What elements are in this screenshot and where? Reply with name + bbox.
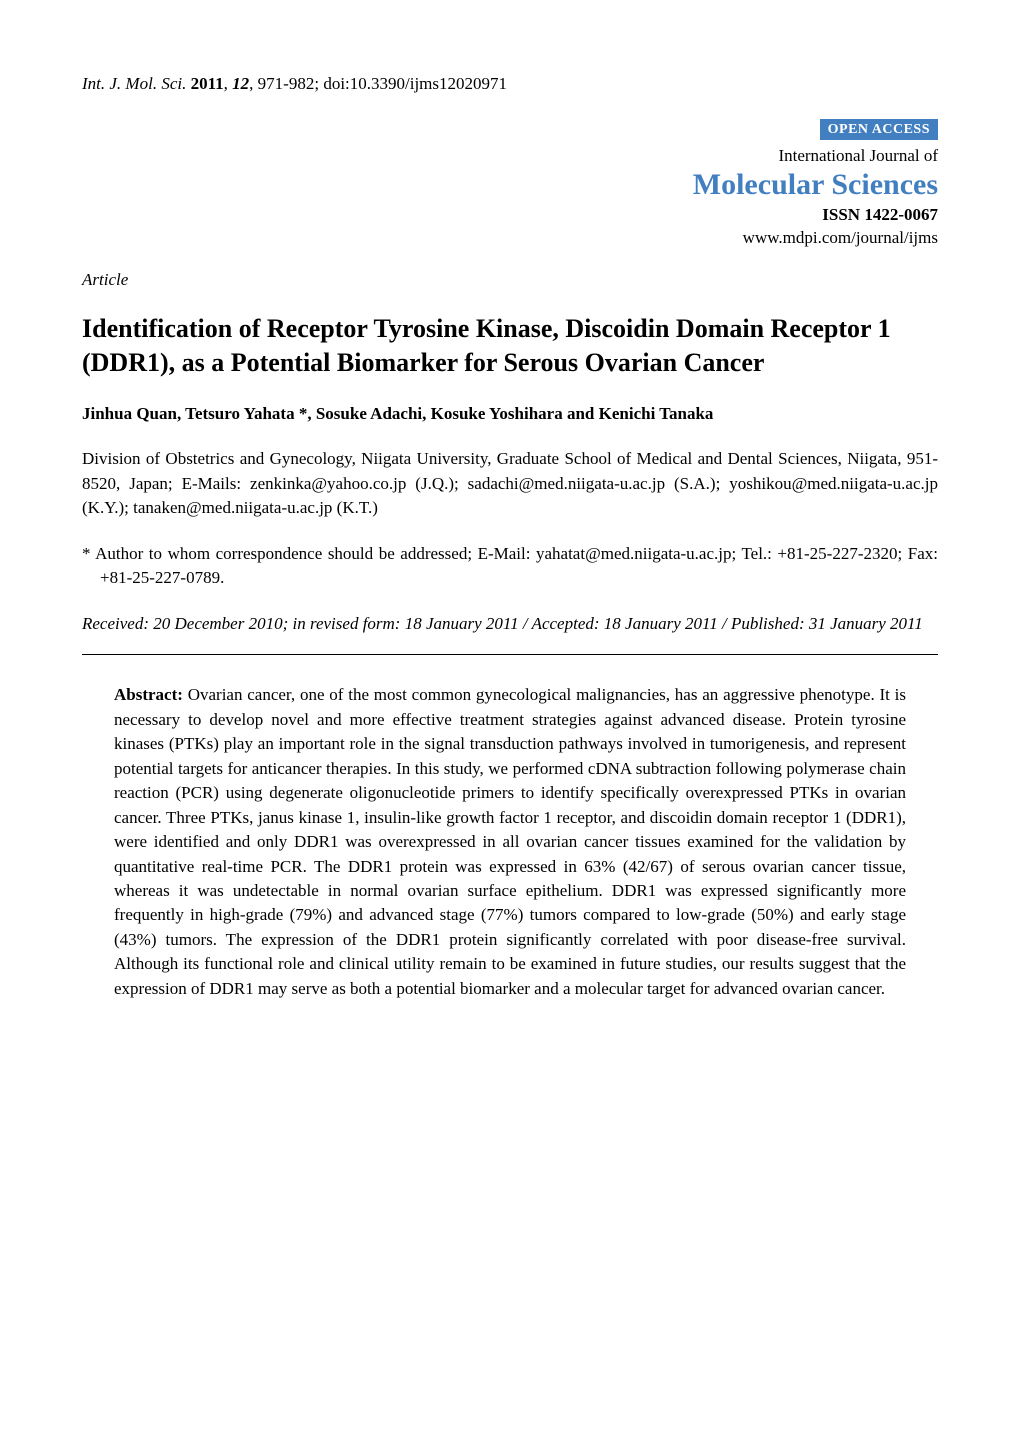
dates: Received: 20 December 2010; in revised f… [82,612,938,636]
correspondence: * Author to whom correspondence should b… [82,542,938,590]
abstract-block: Abstract: Ovarian cancer, one of the mos… [82,683,938,1001]
open-access-block: OPEN ACCESS [82,118,938,141]
journal-abbrev: Int. J. Mol. Sci. [82,74,186,93]
sep-comma: , [224,74,233,93]
open-access-badge: OPEN ACCESS [820,119,938,141]
journal-intl: International Journal of [82,144,938,168]
journal-name: Molecular Sciences [82,168,938,203]
journal-block: International Journal of Molecular Scien… [82,144,938,250]
abstract-label: Abstract: [114,685,183,704]
doi-value: 10.3390/ijms12020971 [350,74,507,93]
pages: 971-982 [258,74,315,93]
journal-url: www.mdpi.com/journal/ijms [82,226,938,250]
separator-rule [82,654,938,655]
article-type: Article [82,268,938,292]
abstract: Abstract: Ovarian cancer, one of the mos… [114,683,906,1001]
header-citation: Int. J. Mol. Sci. 2011, 12, 971-982; doi… [82,72,938,96]
volume: 12 [232,74,249,93]
doi-label: doi: [323,74,349,93]
issn-value: 1422-0067 [864,205,938,224]
authors: Jinhua Quan, Tetsuro Yahata *, Sosuke Ad… [82,402,938,426]
article-title: Identification of Receptor Tyrosine Kina… [82,312,938,380]
issn-label: ISSN [822,205,860,224]
sep-comma2: , [249,74,258,93]
affiliation: Division of Obstetrics and Gynecology, N… [82,447,938,519]
sep-semi: ; [314,74,323,93]
journal-issn: ISSN 1422-0067 [82,203,938,227]
year: 2011 [191,74,224,93]
abstract-text: Ovarian cancer, one of the most common g… [114,685,906,998]
